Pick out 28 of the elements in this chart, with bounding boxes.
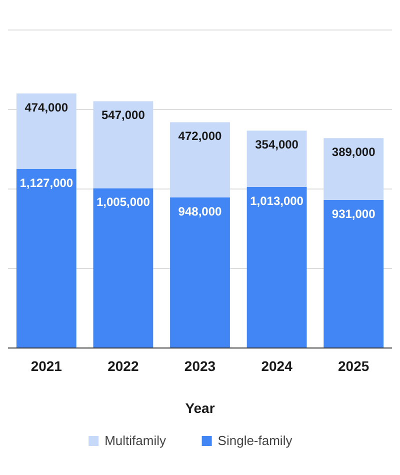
bar (16, 93, 76, 169)
data-label: 547,000 (102, 108, 146, 122)
bar (93, 101, 154, 188)
bar (246, 130, 307, 187)
data-label: 354,000 (255, 138, 299, 152)
x-tick-label: 2025 (338, 358, 370, 374)
bar (246, 186, 307, 348)
x-tick-label: 2022 (108, 358, 139, 374)
bar (324, 138, 384, 200)
x-axis-title: Year (185, 400, 216, 416)
bar (170, 122, 230, 198)
legend-label: Single-family (218, 433, 293, 448)
x-tick-label: 2024 (261, 358, 293, 374)
data-label: 472,000 (178, 129, 222, 144)
bar (324, 200, 384, 348)
bar (93, 188, 154, 348)
data-label: 1,013,000 (250, 194, 304, 208)
bar (170, 197, 230, 348)
data-label: 389,000 (332, 145, 376, 160)
data-label: 1,127,000 (20, 176, 74, 190)
x-tick-label: 2021 (30, 358, 62, 374)
data-label: 1,005,000 (96, 195, 150, 210)
data-label: 931,000 (332, 206, 376, 221)
x-tick-label: 2023 (184, 358, 216, 374)
data-label: 948,000 (178, 204, 222, 218)
data-label: 474,000 (24, 100, 68, 114)
legend-label: Multifamily (104, 433, 166, 448)
bar (16, 168, 76, 348)
